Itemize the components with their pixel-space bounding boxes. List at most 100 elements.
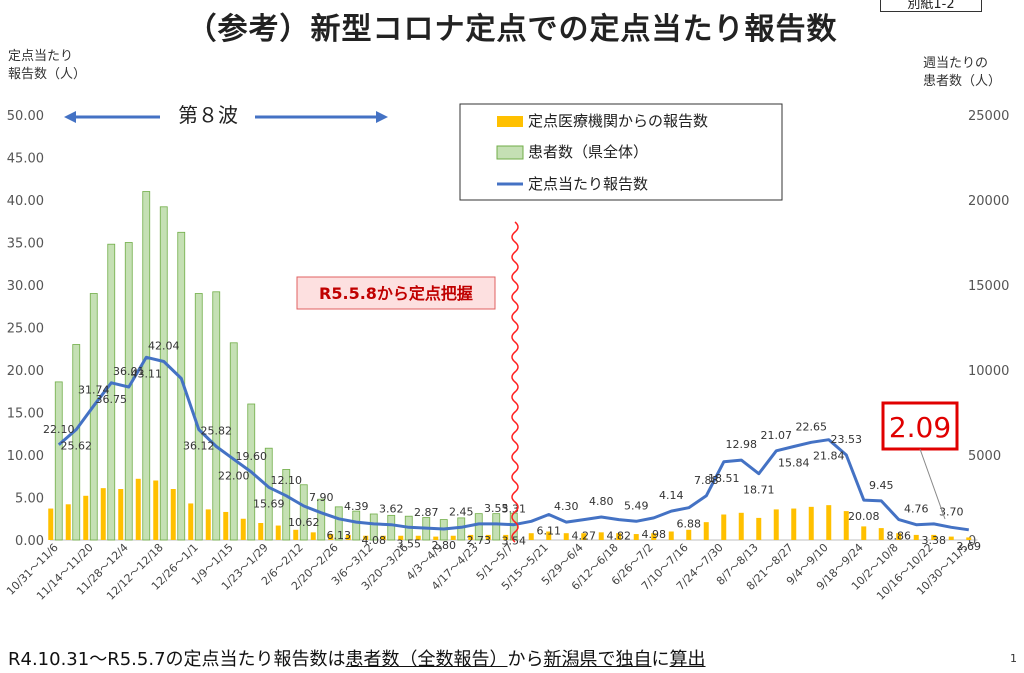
data-label: 4.30 bbox=[554, 500, 579, 513]
sentinel-bar bbox=[468, 534, 474, 540]
patients-bar bbox=[159, 206, 168, 541]
sentinel-bar bbox=[83, 495, 89, 540]
footnote: R4.10.31〜R5.5.7の定点当たり報告数は患者数（全数報告）から新潟県で… bbox=[8, 645, 706, 671]
data-label: 4.39 bbox=[344, 500, 369, 513]
data-label: 4.80 bbox=[589, 495, 614, 508]
annotation-box bbox=[296, 276, 496, 310]
patients-bar bbox=[282, 469, 291, 541]
footnote-prefix: R4.10.31〜R5.5.7の定点当たり報告数は bbox=[8, 649, 346, 670]
sentinel-bar bbox=[503, 534, 509, 540]
sentinel-bar bbox=[48, 508, 54, 540]
data-label: 42.04 bbox=[148, 340, 180, 353]
patients-bar bbox=[334, 506, 343, 541]
data-label: 7.90 bbox=[309, 491, 334, 504]
sentinel-bar bbox=[913, 534, 919, 540]
wave-arrow-left-head bbox=[64, 111, 76, 123]
data-label: 3.55 bbox=[397, 537, 422, 550]
sentinel-bar bbox=[878, 528, 884, 540]
data-label: 31.74 bbox=[78, 384, 110, 397]
left-tick-label: 45.00 bbox=[7, 152, 44, 167]
sentinel-bar bbox=[931, 534, 937, 540]
data-label: 7.88 bbox=[694, 474, 719, 487]
patients-bar bbox=[124, 242, 133, 541]
document-tag: 別紙1-2 bbox=[880, 0, 982, 12]
sentinel-bar bbox=[170, 489, 176, 540]
right-axis-title-line1: 週当たりの bbox=[923, 56, 989, 71]
data-label: 25.62 bbox=[61, 440, 93, 453]
sentinel-bar bbox=[398, 535, 404, 540]
left-tick-label: 35.00 bbox=[7, 237, 44, 252]
patients-bar bbox=[387, 514, 396, 541]
data-label: 3.31 bbox=[502, 503, 527, 516]
sentinel-bar bbox=[205, 509, 211, 540]
right-tick-label: 0 bbox=[968, 534, 976, 549]
chart-canvas: 0.00 5.00 10.00 15.00 20.00 25.00 30.00 35.00 40… bbox=[4, 103, 1009, 603]
sentinel-bar bbox=[345, 534, 351, 540]
sentinel-bar bbox=[135, 478, 141, 540]
data-label: 4.82 bbox=[607, 530, 632, 543]
data-label: 36.12 bbox=[183, 440, 215, 453]
sentinel-bar bbox=[240, 518, 246, 540]
patients-bar bbox=[264, 447, 273, 541]
sentinel-bar bbox=[896, 533, 902, 540]
sentinel-bar bbox=[433, 536, 439, 540]
patients-bar bbox=[194, 293, 203, 541]
latest-value-box bbox=[881, 401, 959, 451]
reports-per-sentinel-line bbox=[57, 355, 970, 532]
patients-bar bbox=[299, 484, 308, 541]
data-label: 19.60 bbox=[236, 450, 268, 463]
left-tick-label: 10.00 bbox=[7, 449, 44, 464]
right-axis-title: 週当たりの 患者数（人） bbox=[923, 55, 1001, 91]
period-separator-wave bbox=[511, 221, 519, 543]
wave-label: 第８波 bbox=[178, 103, 238, 127]
sentinel-bar bbox=[188, 503, 194, 540]
data-label: 2.87 bbox=[414, 506, 439, 519]
sentinel-bar bbox=[223, 511, 229, 540]
data-label: 2.69 bbox=[957, 540, 982, 553]
left-tick-label: 40.00 bbox=[7, 194, 44, 209]
right-tick-label: 10000 bbox=[968, 364, 1009, 379]
sentinel-bar bbox=[826, 505, 832, 540]
data-label: 2.45 bbox=[449, 505, 474, 518]
sentinel-bar bbox=[948, 536, 954, 540]
sentinel-bar bbox=[328, 534, 334, 540]
left-tick-label: 0.00 bbox=[15, 534, 44, 549]
left-tick-label: 20.00 bbox=[7, 364, 44, 379]
sentinel-bar bbox=[528, 533, 534, 540]
sentinel-bar bbox=[258, 523, 264, 540]
sentinel-bar bbox=[415, 535, 421, 540]
data-label: 4.76 bbox=[904, 503, 929, 516]
sentinel-bar bbox=[275, 525, 281, 540]
left-tick-label: 15.00 bbox=[7, 407, 44, 422]
sentinel-bar bbox=[598, 532, 604, 540]
sentinel-bar bbox=[363, 535, 369, 540]
sentinel-bar bbox=[651, 533, 657, 540]
sentinel-bar bbox=[633, 534, 639, 540]
data-label: 22.65 bbox=[796, 420, 828, 433]
patients-bar bbox=[352, 510, 361, 541]
wave-arrow-right-head bbox=[376, 111, 388, 123]
data-label: 21.84 bbox=[813, 450, 845, 463]
sentinel-bar bbox=[581, 533, 587, 540]
patients-bar bbox=[89, 293, 98, 541]
patients-bar bbox=[474, 513, 483, 541]
legend-swatch-sentinel bbox=[497, 116, 523, 127]
data-label: 4.98 bbox=[642, 528, 667, 541]
footnote-mid: から bbox=[507, 649, 544, 670]
legend-swatch-patients bbox=[496, 145, 524, 160]
chart-title: （参考）新型コロナ定点での定点当たり報告数 bbox=[186, 12, 838, 47]
data-label: 20.08 bbox=[848, 510, 880, 523]
data-label: 6.13 bbox=[327, 529, 352, 542]
data-label: 4.27 bbox=[572, 530, 597, 543]
patients-bar bbox=[72, 344, 81, 541]
data-label: 36.01 bbox=[113, 365, 145, 378]
right-tick-label: 20000 bbox=[968, 194, 1009, 209]
data-label: 3.70 bbox=[939, 505, 964, 518]
patients-bar bbox=[492, 513, 501, 541]
data-label: 4.08 bbox=[362, 534, 387, 547]
annotation-text: R5.5.8から定点把握 bbox=[319, 284, 473, 303]
sentinel-bar bbox=[773, 509, 779, 540]
footnote-mid2: に bbox=[651, 649, 670, 670]
data-label: 15.84 bbox=[778, 457, 810, 470]
sentinel-bar bbox=[686, 529, 692, 540]
